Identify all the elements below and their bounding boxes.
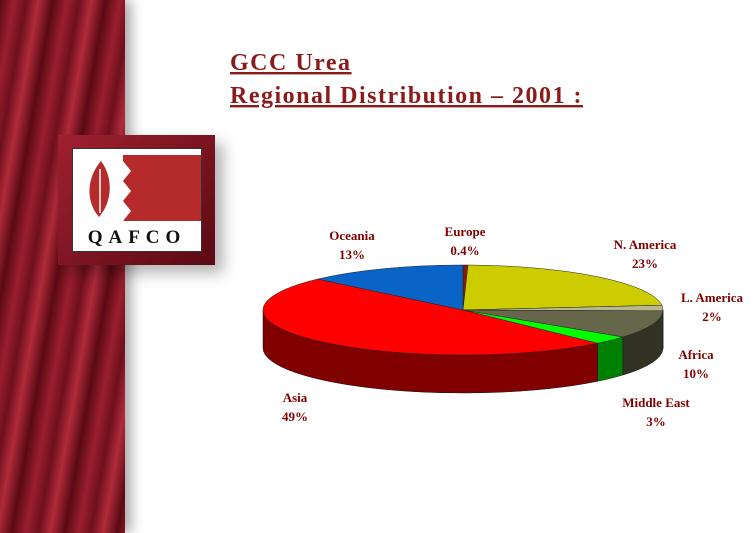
slice-value-label: 10% xyxy=(683,366,709,381)
logo: QAFCO xyxy=(58,135,215,265)
slice-label: L. America xyxy=(681,290,744,305)
slice xyxy=(462,309,664,338)
slice-value-label: 3% xyxy=(646,414,666,429)
slice xyxy=(317,264,464,311)
logo-emblem xyxy=(89,155,201,221)
logo-panel: QAFCO xyxy=(72,148,202,252)
slice-label: Oceania xyxy=(329,228,375,243)
slice-value-label: 49% xyxy=(282,409,308,424)
slice-label: N. America xyxy=(614,237,677,252)
slice-label: Asia xyxy=(283,390,308,405)
slice-label: Middle East xyxy=(622,395,690,410)
curtain-decoration xyxy=(0,0,125,533)
slice-side xyxy=(597,336,624,382)
logo-text: QAFCO xyxy=(87,227,187,248)
slice-value-label: 2% xyxy=(702,309,722,324)
chart-subtitle: Regional Distribution – 2001 : xyxy=(230,83,583,109)
slice xyxy=(462,264,663,311)
slice-value-label: 23% xyxy=(632,256,658,271)
slice xyxy=(262,278,598,356)
slice-label: Europe xyxy=(445,224,486,239)
chart-title: GCC Urea xyxy=(230,50,352,76)
slice-label: Africa xyxy=(678,347,714,362)
slice-value-label: 0.4% xyxy=(450,243,479,258)
slice-value-label: 13% xyxy=(339,247,365,262)
